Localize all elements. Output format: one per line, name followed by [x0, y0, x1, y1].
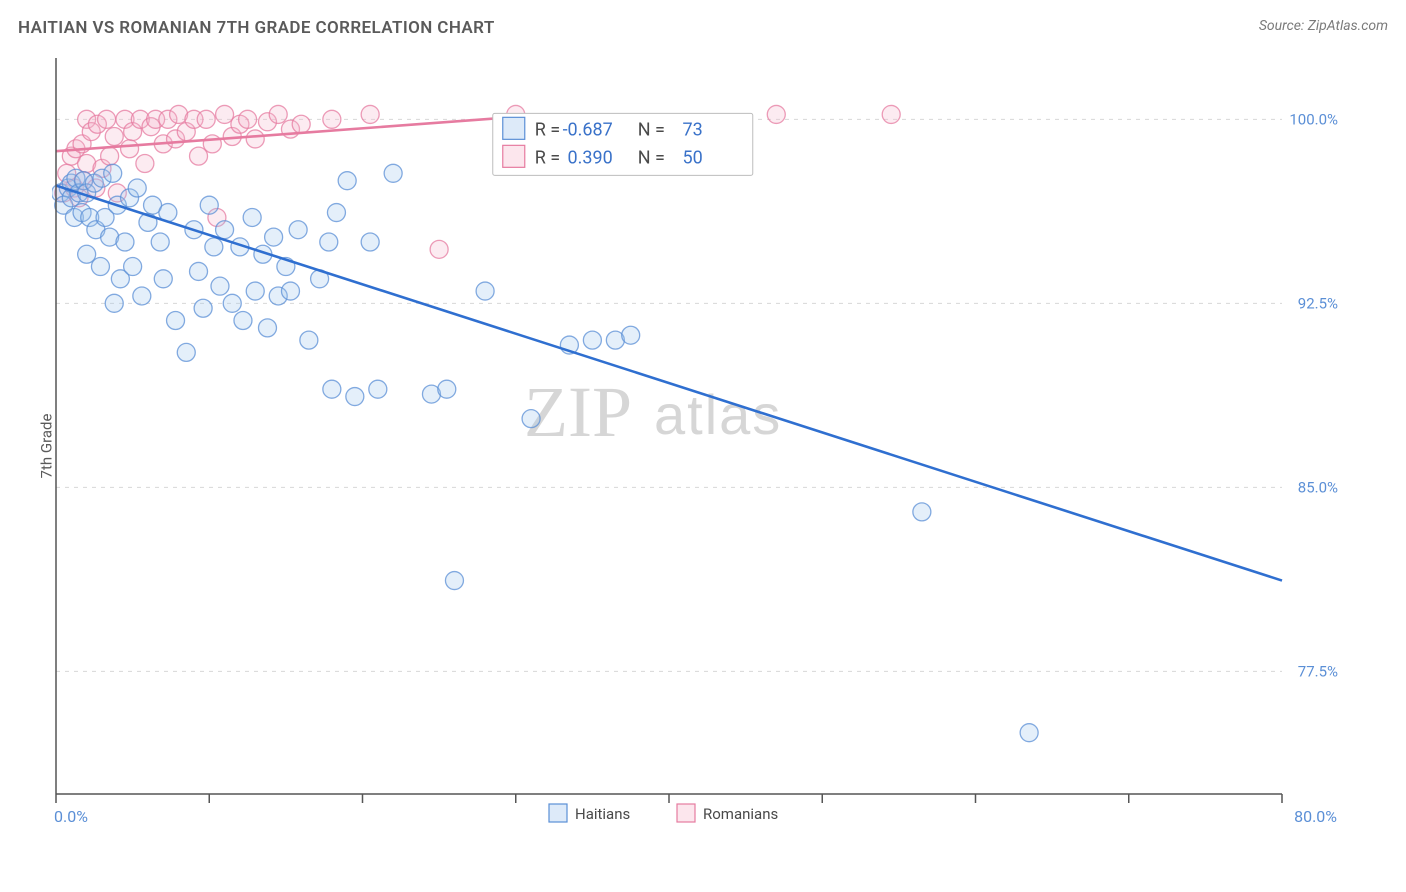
- series-legend: Haitians Romanians: [549, 804, 778, 823]
- romanians-point: [239, 110, 257, 128]
- romanians-point: [246, 130, 264, 148]
- haitians-point: [211, 277, 229, 295]
- romanians-point: [197, 110, 215, 128]
- haitians-point: [243, 208, 261, 226]
- legend-r-label: R =: [535, 119, 560, 140]
- haitians-point: [445, 572, 463, 590]
- haitians-point: [327, 204, 345, 222]
- haitians-point: [320, 233, 338, 251]
- haitians-point: [346, 388, 364, 406]
- haitians-point: [281, 282, 299, 300]
- scatter-plot: 77.5% 85.0% 92.5% 100.0% ZIPatlas 0.0% 80.0% R …: [52, 54, 1342, 824]
- haitians-point: [384, 164, 402, 182]
- haitians-point: [167, 312, 185, 330]
- legend-swatch-romanians: [503, 145, 525, 167]
- legend-r-value-haitians: -0.687: [563, 119, 613, 140]
- romanians-point: [767, 105, 785, 123]
- haitians-point: [190, 262, 208, 280]
- haitians-point: [258, 319, 276, 337]
- romanians-point: [323, 110, 341, 128]
- haitians-point: [133, 287, 151, 305]
- y-tick-label: 92.5%: [1298, 294, 1338, 312]
- legend-n-label: N =: [638, 119, 665, 140]
- y-tick-label: 77.5%: [1298, 662, 1338, 680]
- romanians-point: [98, 110, 116, 128]
- haitians-point: [216, 221, 234, 239]
- haitians-point: [323, 380, 341, 398]
- haitians-point: [522, 410, 540, 428]
- haitians-point: [338, 172, 356, 190]
- haitians-point: [223, 294, 241, 312]
- haitians-point: [124, 258, 142, 276]
- romanians-point: [292, 115, 310, 133]
- haitians-point: [151, 233, 169, 251]
- romanians-point: [269, 105, 287, 123]
- haitians-point: [913, 503, 931, 521]
- haitians-point: [205, 238, 223, 256]
- x-start-label: 0.0%: [54, 807, 88, 824]
- haitians-point: [177, 343, 195, 361]
- legend-swatch-romanians: [677, 804, 695, 822]
- legend-r-label: R =: [535, 147, 560, 168]
- haitians-point: [194, 299, 212, 317]
- y-tick-label: 100.0%: [1289, 110, 1338, 128]
- legend-label-haitians: Haitians: [575, 805, 630, 823]
- romanians-point: [105, 128, 123, 146]
- romanians-point: [101, 147, 119, 165]
- haitians-point: [583, 331, 601, 349]
- haitians-point: [105, 294, 123, 312]
- romanians-point: [136, 154, 154, 172]
- legend-n-value-romanians: 50: [683, 147, 703, 168]
- romanians-point: [216, 105, 234, 123]
- haitians-point: [91, 258, 109, 276]
- haitians-point: [128, 179, 146, 197]
- haitians-point: [234, 312, 252, 330]
- source-label: Source: ZipAtlas.com: [1259, 18, 1388, 34]
- legend-label-romanians: Romanians: [703, 805, 778, 823]
- stats-legend: [493, 113, 753, 175]
- romanians-point: [203, 135, 221, 153]
- haitians-point: [438, 380, 456, 398]
- watermark: ZIPatlas: [524, 372, 782, 452]
- haitians-point: [246, 282, 264, 300]
- legend-n-label: N =: [638, 147, 665, 168]
- legend-swatch-haitians: [503, 117, 525, 139]
- legend-swatch-haitians: [549, 804, 567, 822]
- haitians-point: [1020, 724, 1038, 742]
- haitians-point: [154, 270, 172, 288]
- svg-text:ZIP: ZIP: [524, 372, 632, 452]
- haitians-point: [300, 331, 318, 349]
- legend-r-value-romanians: 0.390: [568, 147, 613, 168]
- romanians-point: [121, 140, 139, 158]
- chart-title: HAITIAN VS ROMANIAN 7TH GRADE CORRELATIO…: [18, 18, 495, 38]
- y-tick-label: 85.0%: [1298, 478, 1338, 496]
- plot-svg: 77.5% 85.0% 92.5% 100.0% ZIPatlas 0.0% 80.0% R …: [52, 54, 1342, 824]
- haitians-point: [116, 233, 134, 251]
- legend-n-value-haitians: 73: [683, 119, 703, 140]
- haitians-point: [104, 164, 122, 182]
- romanians-point: [430, 240, 448, 258]
- x-end-label: 80.0%: [1294, 807, 1337, 824]
- romanians-point: [361, 105, 379, 123]
- haitians-point: [369, 380, 387, 398]
- haitians-point: [200, 196, 218, 214]
- haitians-point: [622, 326, 640, 344]
- haitians-point: [476, 282, 494, 300]
- romanians-point: [882, 105, 900, 123]
- haitians-point: [361, 233, 379, 251]
- haitians-trendline: [56, 186, 1282, 581]
- haitians-point: [265, 228, 283, 246]
- haitians-point: [289, 221, 307, 239]
